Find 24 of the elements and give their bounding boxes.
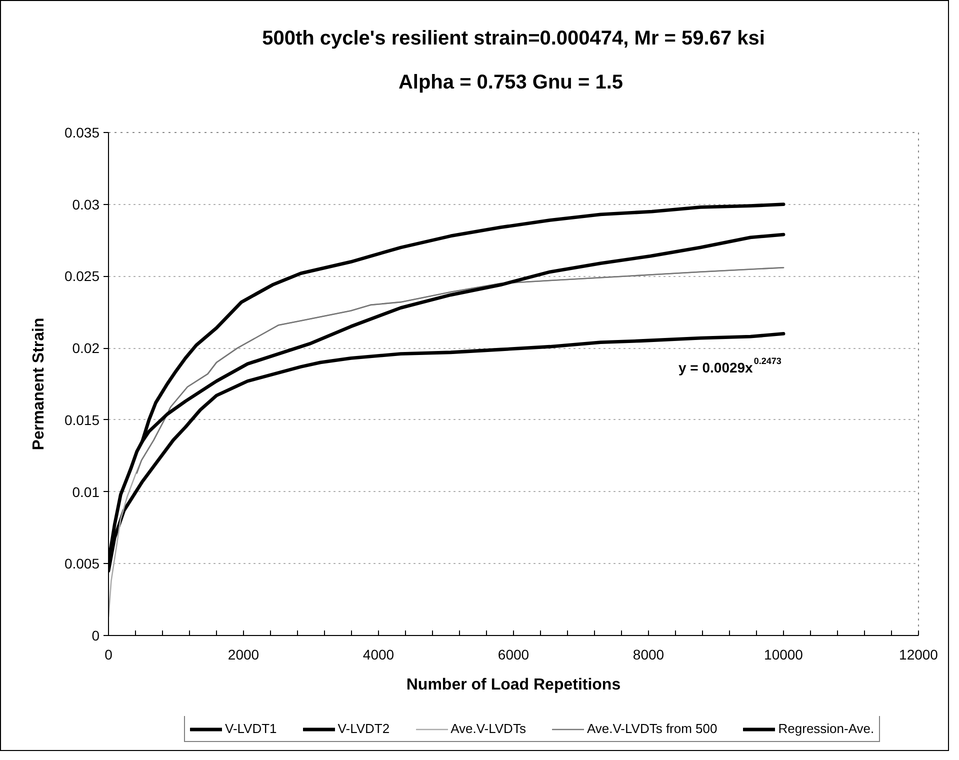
- y-tick-label: 0.005: [64, 556, 100, 572]
- legend-label: Ave.V-LVDTs from 500: [586, 721, 718, 736]
- y-tick-label: 0: [92, 628, 100, 644]
- x-tick-label: 10000: [764, 646, 804, 662]
- y-axis-title: Permanent Strain: [30, 318, 48, 450]
- legend-label: Ave.V-LVDTs: [450, 721, 526, 736]
- x-tick-label: 8000: [632, 646, 664, 662]
- legend-label: V-LVDT2: [338, 721, 390, 736]
- x-tick-label: 4000: [362, 646, 394, 662]
- x-axis-title: Number of Load Repetitions: [406, 676, 621, 694]
- y-tick-label: 0.02: [72, 340, 100, 356]
- legend-label: Regression-Ave.: [778, 721, 874, 736]
- chart-title: 500th cycle's resilient strain=0.000474, Mr = 59.67 ksi: [262, 28, 765, 50]
- x-tick-label: 0: [104, 646, 113, 662]
- x-tick-label: 2000: [228, 646, 260, 662]
- x-tick-label: 12000: [899, 646, 938, 662]
- y-tick-label: 0.015: [64, 412, 100, 428]
- y-tick-label: 0.03: [72, 196, 100, 212]
- y-tick-label: 0.01: [72, 484, 100, 500]
- y-tick-label: 0.035: [64, 124, 100, 140]
- legend-label: V-LVDT1: [225, 721, 277, 736]
- x-tick-label: 6000: [498, 646, 530, 662]
- y-tick-label: 0.025: [64, 268, 100, 284]
- chart-subtitle: Alpha = 0.753 Gnu = 1.5: [398, 72, 623, 94]
